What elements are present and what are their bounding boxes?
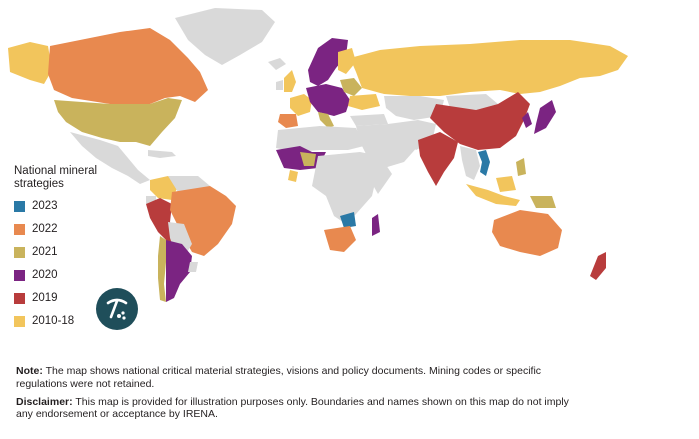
legend-swatch — [14, 315, 25, 327]
united-states — [54, 98, 182, 146]
madagascar — [372, 214, 380, 236]
mongolia — [446, 94, 498, 110]
central-europe — [306, 84, 350, 116]
legend-item-2021: 2021 — [14, 246, 58, 258]
legend-label: 2019 — [32, 292, 58, 304]
east-africa — [360, 152, 392, 194]
south-africa — [324, 226, 356, 252]
note-paragraph: Note: The map shows national critical ma… — [16, 365, 586, 391]
scandinavia — [308, 38, 348, 86]
argentina — [166, 240, 192, 302]
disclaimer-text: This map is provided for illustration pu… — [16, 395, 569, 421]
disclaimer-label: Disclaimer: — [16, 395, 73, 408]
italy — [318, 112, 334, 128]
iberia — [278, 114, 298, 128]
colombia — [150, 176, 178, 200]
sahel-2021 — [300, 152, 316, 166]
china — [430, 92, 530, 150]
central-africa — [312, 152, 378, 224]
legend-swatch — [14, 200, 25, 212]
chile — [158, 236, 166, 302]
korea — [522, 112, 532, 128]
united-kingdom — [284, 70, 296, 92]
russia — [350, 40, 628, 96]
vietnam — [478, 150, 490, 176]
poland — [340, 78, 362, 96]
north-africa — [276, 126, 364, 152]
note-label: Note: — [16, 365, 43, 377]
ireland — [276, 80, 283, 90]
central-asia — [384, 96, 444, 120]
world-map — [8, 8, 628, 302]
japan — [534, 100, 556, 134]
legend-swatch — [14, 223, 25, 235]
legend-label: 2021 — [32, 246, 58, 258]
alaska — [8, 42, 52, 84]
zimbabwe — [340, 212, 356, 228]
legend-item-2020: 2020 — [14, 269, 58, 281]
disclaimer-paragraph: Disclaimer: This map is provided for ill… — [16, 396, 586, 422]
australia — [492, 210, 562, 256]
legend-swatch — [14, 292, 25, 304]
legend-label: 2010-18 — [32, 315, 75, 327]
borneo — [496, 176, 516, 192]
mainland-sea — [460, 146, 480, 180]
france — [290, 94, 312, 116]
map-legend: National mineral strategies 2023 2022 20… — [14, 165, 124, 327]
greenland — [175, 8, 275, 65]
ukraine — [348, 94, 380, 110]
legend-title: National mineral strategies — [14, 165, 98, 190]
pickaxe-icon — [96, 288, 138, 330]
legend-item-2019: 2019 — [14, 292, 58, 304]
map-notes: Note: The map shows national critical ma… — [16, 365, 586, 426]
indonesia — [466, 184, 520, 206]
legend-swatch — [14, 269, 25, 281]
caribbean — [148, 150, 176, 158]
legend-label: 2022 — [32, 223, 58, 235]
canada — [48, 28, 208, 104]
note-text: The map shows national critical material… — [16, 365, 542, 390]
finland — [338, 48, 356, 74]
mexico — [70, 132, 150, 184]
uruguay — [188, 262, 198, 272]
legend-label: 2023 — [32, 200, 58, 212]
legend-item-2010-18: 2010-18 — [14, 315, 74, 327]
iceland — [268, 58, 286, 70]
legend-item-2022: 2022 — [14, 223, 58, 235]
new-zealand — [590, 252, 606, 280]
legend-label: 2020 — [32, 269, 58, 281]
india — [418, 132, 458, 186]
legend-swatch — [14, 246, 25, 258]
legend-item-2023: 2023 — [14, 200, 58, 212]
philippines — [516, 158, 526, 176]
new-guinea — [530, 196, 556, 208]
west-africa-2010-18 — [288, 170, 298, 182]
turkey — [350, 114, 388, 126]
